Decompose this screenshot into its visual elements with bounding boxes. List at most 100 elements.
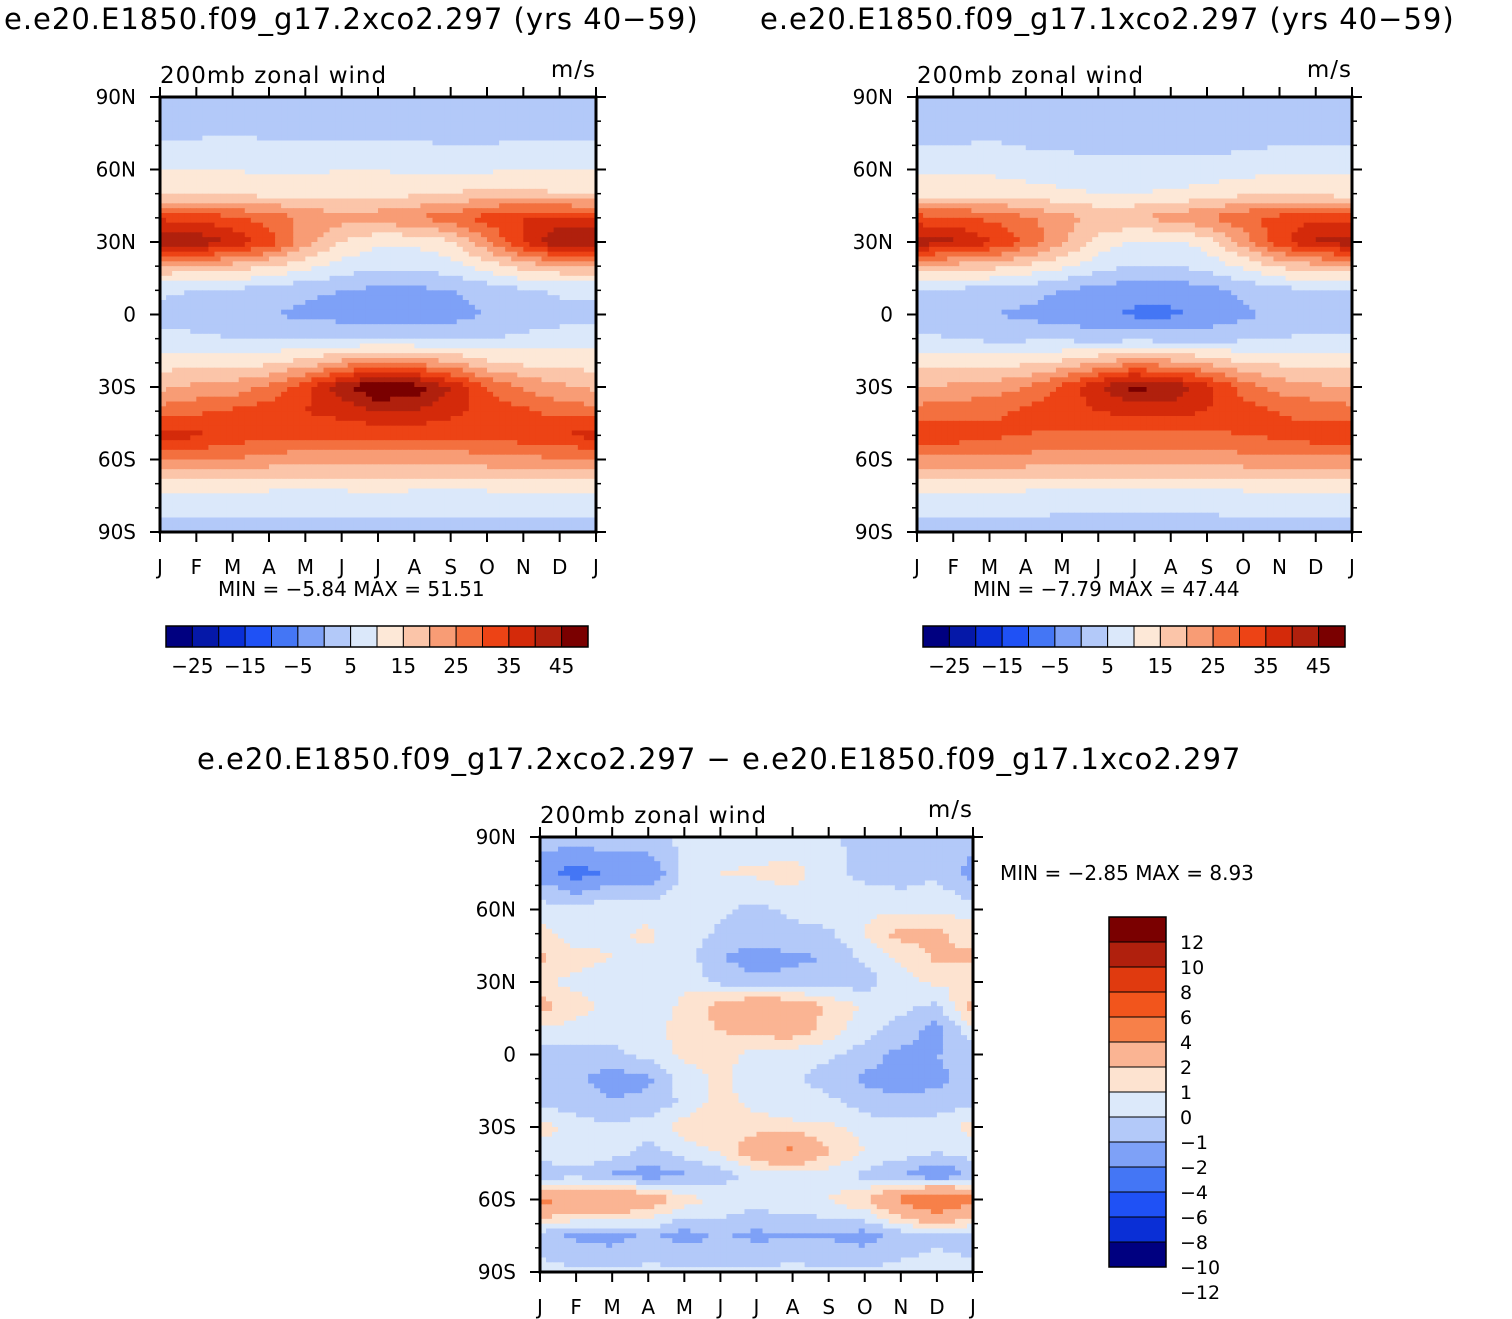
field-cell <box>232 150 240 156</box>
field-cell <box>299 232 306 238</box>
field-cell <box>196 387 203 393</box>
field-cell <box>396 193 403 200</box>
field-cell <box>414 314 421 320</box>
field-cell <box>359 174 367 180</box>
field-cell <box>311 261 319 267</box>
field-cell <box>256 406 264 412</box>
field-cell <box>493 333 500 340</box>
field-cell <box>202 295 210 301</box>
field-cell <box>353 213 361 219</box>
field-cell <box>214 353 222 359</box>
field-cell <box>160 116 167 122</box>
field-cell <box>178 304 185 311</box>
field-cell <box>505 290 512 296</box>
field-cell <box>317 271 325 277</box>
field-cell <box>238 266 246 272</box>
field-cell <box>547 188 555 195</box>
field-cell <box>547 271 555 277</box>
field-cell <box>462 232 470 238</box>
field-cell <box>269 261 276 267</box>
field-cell <box>517 338 524 345</box>
field-cell <box>450 309 458 316</box>
field-cell <box>329 348 337 354</box>
field-cell <box>577 271 585 277</box>
field-cell <box>559 324 567 330</box>
field-cell <box>511 285 518 291</box>
field-cell <box>414 280 421 287</box>
field-cell <box>499 251 506 258</box>
field-cell <box>256 227 264 233</box>
field-cell <box>583 155 591 161</box>
field-cell <box>553 159 561 166</box>
field-cell <box>499 155 506 161</box>
field-cell <box>553 309 561 316</box>
field-cell <box>359 314 367 320</box>
field-cell <box>535 396 543 403</box>
field-cell <box>190 314 197 320</box>
field-cell <box>553 97 561 103</box>
field-cell <box>317 198 325 204</box>
field-cell <box>390 329 397 335</box>
field-cell <box>323 208 331 214</box>
field-cell <box>311 338 319 345</box>
field-cell <box>341 208 349 214</box>
field-cell <box>269 309 276 316</box>
field-cell <box>214 227 222 233</box>
field-cell <box>426 367 434 374</box>
field-cell <box>353 304 361 311</box>
field-cell <box>384 246 391 253</box>
field-cell <box>559 295 567 301</box>
field-cell <box>583 387 591 393</box>
field-cell <box>583 338 591 345</box>
field-cell <box>311 372 319 378</box>
field-cell <box>438 213 446 219</box>
field-cell <box>244 333 252 340</box>
field-cell <box>571 319 579 325</box>
field-cell <box>214 256 222 262</box>
field-cell <box>523 377 530 383</box>
field-cell <box>329 135 337 142</box>
field-cell <box>202 217 210 224</box>
field-cell <box>226 324 234 330</box>
field-cell <box>347 111 355 117</box>
field-cell <box>365 367 373 374</box>
field-cell <box>341 319 349 325</box>
field-cell <box>299 304 306 311</box>
field-cell <box>474 406 482 412</box>
field-cell <box>196 97 203 103</box>
field-cell <box>535 377 543 383</box>
field-cell <box>341 126 349 132</box>
field-cell <box>196 324 203 330</box>
field-cell <box>166 329 173 335</box>
field-cell <box>262 416 270 422</box>
field-cell <box>444 150 452 156</box>
field-cell <box>371 338 379 345</box>
field-cell <box>474 155 482 161</box>
field-cell <box>480 101 488 108</box>
field-cell <box>468 222 476 229</box>
field-cell <box>547 280 555 287</box>
field-cell <box>335 222 343 229</box>
field-cell <box>208 198 216 204</box>
field-cell <box>571 121 579 127</box>
field-cell <box>559 242 567 248</box>
field-cell <box>559 121 567 127</box>
field-cell <box>311 343 319 349</box>
field-cell <box>371 164 379 171</box>
field-cell <box>547 140 555 146</box>
field-cell <box>559 362 567 369</box>
field-cell <box>347 164 355 171</box>
field-cell <box>384 343 391 349</box>
field-cell <box>384 97 391 103</box>
field-cell <box>577 246 585 253</box>
field-cell <box>553 391 561 398</box>
field-cell <box>160 198 167 204</box>
field-cell <box>547 222 555 229</box>
field-cell <box>317 237 325 243</box>
field-cell <box>238 232 246 238</box>
field-cell <box>505 174 512 180</box>
field-cell <box>378 251 385 258</box>
field-cell <box>250 275 258 282</box>
field-cell <box>202 184 210 190</box>
field-cell <box>505 406 512 412</box>
